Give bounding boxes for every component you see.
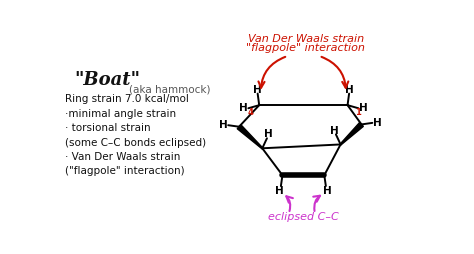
Polygon shape xyxy=(340,122,364,145)
Text: "Boat": "Boat" xyxy=(75,71,141,89)
Text: H: H xyxy=(330,125,339,136)
Text: Van Der Waals strain: Van Der Waals strain xyxy=(247,34,364,44)
Text: H: H xyxy=(275,186,284,196)
Text: "flagpole" interaction: "flagpole" interaction xyxy=(246,43,365,53)
Text: H: H xyxy=(239,103,248,113)
Text: Ring strain 7.0 kcal/mol
·minimal angle strain
· torsional strain
(some C–C bond: Ring strain 7.0 kcal/mol ·minimal angle … xyxy=(65,94,207,176)
Text: 4: 4 xyxy=(248,108,254,117)
Text: H: H xyxy=(345,85,354,95)
Text: H: H xyxy=(219,120,228,130)
FancyArrowPatch shape xyxy=(286,196,293,211)
Polygon shape xyxy=(237,125,263,149)
FancyArrowPatch shape xyxy=(313,196,320,211)
FancyArrowPatch shape xyxy=(258,57,285,88)
Text: H: H xyxy=(264,130,273,139)
Text: H: H xyxy=(253,85,262,95)
Text: H: H xyxy=(373,118,382,128)
Text: H: H xyxy=(359,103,367,113)
Text: eclipsed C–C: eclipsed C–C xyxy=(268,212,339,222)
Text: (aka hammock): (aka hammock) xyxy=(129,84,210,94)
FancyArrowPatch shape xyxy=(321,57,348,88)
Text: H: H xyxy=(323,186,332,196)
Text: 1: 1 xyxy=(355,108,361,117)
